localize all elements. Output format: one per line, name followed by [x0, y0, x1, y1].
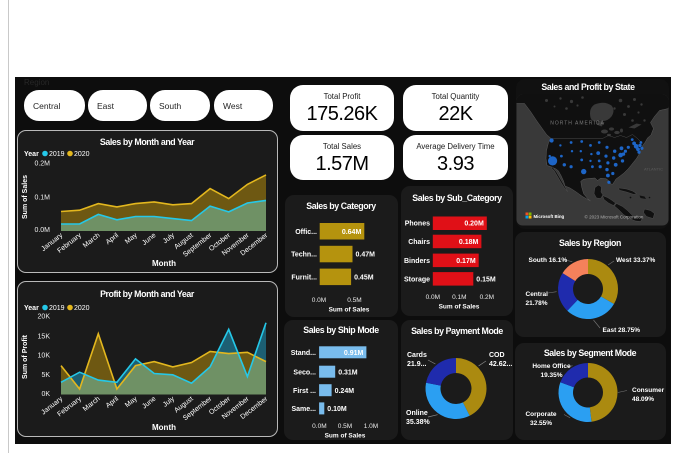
svg-text:June: June — [141, 395, 157, 410]
svg-text:NORTH AMERICA: NORTH AMERICA — [550, 121, 605, 127]
svg-text:0.0M: 0.0M — [34, 227, 50, 234]
svg-text:0.1M: 0.1M — [34, 195, 50, 202]
svg-text:Phones: Phones — [405, 221, 430, 228]
svg-text:0.2M: 0.2M — [34, 161, 50, 168]
svg-text:5K: 5K — [41, 372, 50, 379]
svg-text:48.09%: 48.09% — [632, 396, 654, 403]
svg-text:First ...: First ... — [293, 388, 316, 395]
svg-text:Techn...: Techn... — [291, 252, 317, 259]
svg-text:0.18M: 0.18M — [459, 239, 479, 246]
svg-text:March: March — [82, 395, 102, 413]
svg-text:April: April — [105, 232, 121, 246]
svg-text:0.0M: 0.0M — [312, 423, 326, 430]
svg-text:Year: Year — [24, 305, 39, 312]
svg-text:Year: Year — [24, 151, 39, 158]
svg-text:0.17M: 0.17M — [456, 258, 476, 265]
svg-text:32.55%: 32.55% — [530, 420, 552, 427]
svg-text:Sales by Month and Year: Sales by Month and Year — [100, 137, 195, 147]
svg-text:July: July — [162, 395, 177, 408]
svg-text:Seco...: Seco... — [293, 369, 316, 376]
svg-text:0.10M: 0.10M — [327, 406, 347, 413]
svg-text:0.1M: 0.1M — [452, 294, 466, 301]
svg-text:Sales by Region: Sales by Region — [559, 238, 621, 248]
svg-text:2019: 2019 — [49, 305, 65, 312]
svg-text:0.15M: 0.15M — [476, 276, 496, 283]
svg-text:0.24M: 0.24M — [335, 388, 355, 395]
svg-text:15K: 15K — [38, 334, 51, 341]
svg-text:0.2M: 0.2M — [480, 294, 494, 301]
svg-text:Microsoft Bing: Microsoft Bing — [534, 214, 565, 219]
svg-text:Sum of Sales: Sum of Sales — [325, 433, 366, 440]
svg-text:Month: Month — [152, 423, 176, 432]
svg-text:Stand...: Stand... — [291, 350, 316, 357]
svg-text:20K: 20K — [38, 314, 51, 321]
svg-text:April: April — [105, 395, 121, 409]
svg-text:May: May — [124, 232, 139, 246]
svg-text:Sales by Sub_Category: Sales by Sub_Category — [412, 193, 502, 203]
svg-text:Central: Central — [526, 291, 549, 298]
svg-text:0K: 0K — [41, 391, 50, 398]
svg-text:Sum of Profit: Sum of Profit — [22, 334, 29, 379]
svg-text:South 16.1%: South 16.1% — [529, 257, 568, 264]
svg-text:© 2023 Microsoft Corporation: © 2023 Microsoft Corporation — [585, 214, 644, 220]
svg-text:21.9...: 21.9... — [407, 361, 427, 368]
svg-text:0.91M: 0.91M — [344, 350, 364, 357]
svg-text:June: June — [141, 232, 157, 247]
svg-text:0.5M: 0.5M — [347, 297, 361, 304]
svg-text:0.31M: 0.31M — [338, 369, 358, 376]
svg-text:35.38%: 35.38% — [406, 419, 431, 426]
svg-text:0.47M: 0.47M — [356, 252, 376, 259]
svg-text:0.45M: 0.45M — [354, 274, 374, 281]
svg-text:ATLANTIC: ATLANTIC — [644, 167, 663, 172]
svg-text:0.5M: 0.5M — [338, 423, 352, 430]
svg-text:Sales by Category: Sales by Category — [306, 201, 376, 211]
svg-text:Sum of Sales: Sum of Sales — [22, 175, 29, 219]
svg-text:March: March — [82, 232, 102, 250]
svg-text:19.35%: 19.35% — [540, 372, 562, 379]
svg-text:21.78%: 21.78% — [526, 300, 548, 307]
svg-text:Storage: Storage — [404, 276, 430, 283]
svg-text:COD: COD — [489, 352, 505, 359]
svg-text:Same...: Same... — [291, 406, 316, 413]
svg-text:0.64M: 0.64M — [342, 229, 362, 236]
svg-text:1.0M: 1.0M — [364, 423, 378, 430]
svg-text:West 33.37%: West 33.37% — [616, 257, 655, 264]
svg-text:0.20M: 0.20M — [464, 221, 484, 228]
svg-text:2020: 2020 — [74, 151, 90, 158]
svg-text:Sales by Segment Mode: Sales by Segment Mode — [544, 348, 637, 358]
svg-text:May: May — [124, 395, 139, 409]
svg-text:Sales by Ship Mode: Sales by Ship Mode — [303, 325, 379, 335]
svg-text:Home Office: Home Office — [532, 363, 571, 370]
svg-text:July: July — [162, 232, 177, 245]
svg-text:Consumer: Consumer — [632, 387, 665, 394]
svg-text:Cards: Cards — [407, 352, 427, 359]
svg-text:10K: 10K — [38, 353, 51, 360]
svg-text:Chairs: Chairs — [408, 239, 430, 246]
svg-text:Sales by Payment Mode: Sales by Payment Mode — [411, 326, 503, 336]
svg-text:Online: Online — [406, 410, 428, 417]
svg-text:East 28.75%: East 28.75% — [603, 327, 641, 334]
svg-text:42.62...: 42.62... — [489, 361, 512, 368]
svg-text:Sum of Sales: Sum of Sales — [439, 304, 480, 311]
svg-text:Corporate: Corporate — [525, 411, 556, 418]
svg-text:2020: 2020 — [74, 305, 90, 312]
svg-text:2019: 2019 — [49, 151, 65, 158]
svg-text:0.0M: 0.0M — [426, 294, 440, 301]
svg-text:Sales and Profit by State: Sales and Profit by State — [541, 82, 635, 92]
svg-text:Month: Month — [152, 259, 176, 268]
svg-text:Furnit...: Furnit... — [291, 274, 317, 281]
svg-text:Offic...: Offic... — [295, 229, 317, 236]
svg-text:Profit by Month and Year: Profit by Month and Year — [100, 289, 195, 299]
svg-text:Binders: Binders — [404, 258, 430, 265]
svg-text:Sum of Sales: Sum of Sales — [329, 307, 370, 314]
svg-text:0.0M: 0.0M — [312, 297, 326, 304]
